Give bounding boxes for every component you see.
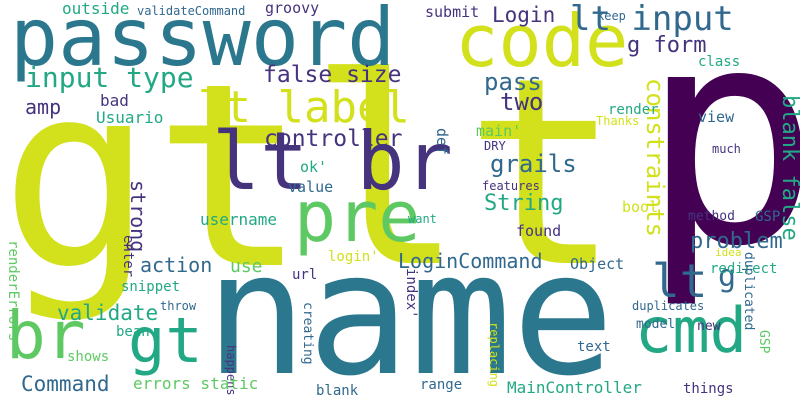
word-password: password [10,0,396,84]
word-value: value [288,178,334,196]
word-pre: pre [294,176,421,258]
word-submit: submit [425,3,480,21]
word-Command: Command [21,372,110,396]
word-LoginCommand: LoginCommand [398,249,543,273]
word-def: def [433,128,451,156]
word-duplicated: duplicated [741,252,756,331]
word-Object: Object [570,255,625,273]
word-GSP-vertical: GSP [756,330,771,354]
word-features: features [482,179,540,193]
word-want: want [408,212,437,226]
word-ok: ok' [300,158,328,176]
word-lt-large: lt [308,23,622,325]
word-outside: outside [62,0,130,18]
word-cmd: cmd [635,294,747,367]
word-MainController: MainController [507,378,642,397]
word-new: new [697,319,721,334]
word-false-size: false size [263,62,402,88]
word-name: name [205,216,615,400]
word-two: two [500,88,544,116]
word-grails: grails [490,150,577,178]
word-action: action [140,253,213,277]
word-Thanks: Thanks [596,114,640,128]
word-blank-false: blank false [777,95,800,241]
word-groovy: groovy [265,0,320,17]
word-url: url [292,267,318,283]
word-shows: shows [67,349,110,365]
word-DRY: DRY [484,139,506,153]
word-text: text [577,339,611,355]
word-login: login' [328,249,379,265]
word-validateCommand: validateCommand [137,4,246,18]
word-code: code [455,0,629,83]
word-much: much [712,142,741,156]
word-GSP: GSP [755,209,781,225]
word-index: index' [403,268,419,319]
word-lt-small: lt [652,254,708,308]
word-enter: enter [120,235,136,278]
word-bool: bool [622,198,659,216]
word-problem: problem [690,229,783,254]
word-gt-small: gt [128,304,203,377]
word-lt-br: lt br [212,115,453,208]
word-renderErrors: renderErrors [5,240,21,342]
word-view: view [698,108,735,126]
word-method: method [688,209,735,224]
word-creating: creating [300,302,315,365]
word-amp: amp [25,95,62,119]
word-validate: validate [57,301,159,325]
word-render: render [608,102,659,118]
word-Login: Login [492,3,556,27]
word-g: g [718,259,737,294]
word-controller: controller [264,126,403,152]
word-lt-label: lt label [198,82,410,133]
word-class: class [698,54,741,70]
word-replacing: replacing [487,322,501,388]
word-things: things [683,381,734,397]
word-errors-static: errors static [133,374,259,393]
word-found: found [516,222,562,240]
word-input-type: input type [25,61,194,94]
word-g-form: g form [627,33,707,58]
word-bean: bean [116,324,150,340]
word-username: username [200,210,278,229]
word-duplicates: duplicates [632,299,705,313]
word-gt-large: gt [0,29,308,326]
word-lt-input: lt input [570,0,734,39]
word-String: String [484,191,564,216]
word-p: p [640,0,800,312]
word-model: model [636,317,676,332]
word-throw: throw [160,299,197,313]
word-main: main' [476,122,522,140]
word-redirect: redirect [710,261,778,277]
word-blank: blank [316,383,359,399]
word-snippet: snippet [121,279,181,295]
word-br: br [6,297,86,374]
word-idea: idea [715,246,742,259]
word-keep: keep [597,9,626,23]
word-pass: pass [484,68,542,96]
word-range: range [420,377,463,393]
word-Usuario: Usuario [96,108,164,127]
word-bad: bad [100,91,129,110]
word-use: use [230,256,263,277]
